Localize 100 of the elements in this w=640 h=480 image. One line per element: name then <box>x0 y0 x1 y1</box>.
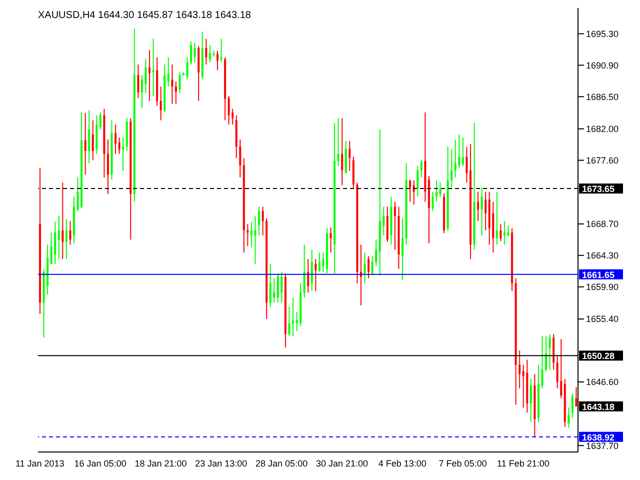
candlestick <box>137 64 140 99</box>
candlestick <box>462 136 464 167</box>
text: 1643.18 <box>582 402 615 412</box>
candlestick <box>160 86 162 121</box>
candlestick <box>337 118 340 167</box>
candlestick <box>148 50 151 102</box>
candlestick <box>466 146 468 183</box>
candlestick <box>375 239 378 267</box>
candlestick <box>269 263 272 308</box>
candlestick <box>288 306 290 337</box>
candlestick <box>194 42 196 63</box>
candlestick <box>65 218 68 260</box>
candlestick <box>273 278 276 304</box>
y-tick-label: 1659.90 <box>586 282 619 292</box>
candlestick <box>484 191 487 231</box>
candlestick <box>454 139 456 178</box>
candlestick <box>254 216 256 264</box>
chart-title: XAUUSD,H4 1644.30 1645.87 1643.18 1643.18 <box>38 10 251 21</box>
candlestick <box>62 182 64 260</box>
candlestick <box>239 139 242 178</box>
y-tick-label: 1664.30 <box>586 250 619 261</box>
candlestick <box>99 112 102 130</box>
candlestick <box>54 221 56 264</box>
candlestick <box>171 64 174 104</box>
candlestick <box>220 38 222 63</box>
candlestick <box>167 56 170 88</box>
candlestick <box>348 140 351 172</box>
candlestick <box>318 252 320 272</box>
ref-line-label: 1673.65 <box>582 184 615 194</box>
candlestick <box>50 232 52 264</box>
candlestick <box>530 378 532 422</box>
candlestick <box>364 252 366 284</box>
candlestick <box>106 139 109 194</box>
candlestick <box>341 118 344 186</box>
x-tick-label: 23 Jan 13:00 <box>195 458 248 468</box>
candlestick <box>186 56 188 80</box>
candlestick <box>420 159 422 178</box>
candlestick <box>518 350 521 389</box>
candlestick <box>458 134 460 169</box>
x-tick-label: 18 Jan 21:00 <box>134 458 187 468</box>
y-tick-label: 1695.30 <box>586 28 619 39</box>
x-tick-label: 30 Jan 21:00 <box>316 458 368 468</box>
candlestick <box>228 95 230 126</box>
candlestick <box>568 407 570 428</box>
ref-line-label: 1661.65 <box>582 270 615 280</box>
candlestick <box>144 58 147 94</box>
y-tick-label: 1677.60 <box>586 155 619 166</box>
candlestick <box>522 364 524 408</box>
candlestick <box>322 252 324 272</box>
candlestick <box>386 206 388 242</box>
y-tick-label: 1637.70 <box>586 440 619 451</box>
candlestick <box>310 249 313 292</box>
y-tick-label: 1655.40 <box>586 314 619 324</box>
candlestick <box>480 186 483 236</box>
candlestick <box>69 220 72 246</box>
candlestick <box>368 256 370 279</box>
candlestick <box>503 220 506 246</box>
candlestick <box>314 258 317 292</box>
candlestick <box>58 216 60 260</box>
candlestick <box>439 182 442 198</box>
y-tick-label: 1686.50 <box>586 92 619 102</box>
candlestick <box>280 271 283 304</box>
x-tick-label: 28 Jan 05:00 <box>256 458 308 468</box>
candlestick <box>262 206 264 236</box>
candlestick <box>205 38 208 65</box>
candlestick <box>432 191 434 212</box>
candlestick <box>416 166 419 198</box>
candlestick <box>178 72 181 94</box>
candlestick <box>190 41 192 65</box>
candlestick <box>545 336 548 372</box>
candlestick <box>88 110 90 164</box>
candlestick <box>500 223 502 242</box>
candlestick <box>450 148 453 188</box>
candlestick <box>507 224 510 238</box>
candlestick <box>571 392 574 418</box>
candlestick <box>402 218 404 281</box>
candlestick <box>560 338 562 399</box>
candlestick <box>216 50 218 71</box>
x-tick-label: 7 Feb 05:00 <box>438 458 487 468</box>
candlestick <box>122 136 124 172</box>
candlestick <box>92 120 94 161</box>
candlestick <box>84 112 86 176</box>
x-tick-label: 16 Jan 05:00 <box>74 458 126 468</box>
candlestick <box>152 38 154 96</box>
ref-line-label: 1638.92 <box>582 432 615 442</box>
x-tick-label: 11 Feb 21:00 <box>497 458 550 468</box>
candlestick <box>174 81 177 104</box>
candlestick <box>303 244 306 298</box>
candlestick <box>114 124 117 154</box>
ref-line-label: 1650.28 <box>582 351 615 362</box>
candlestick <box>575 386 578 407</box>
candlestick <box>118 136 120 154</box>
y-tick-label: 1646.60 <box>586 377 619 388</box>
candlestick <box>208 44 211 63</box>
x-tick-label: 4 Feb 13:00 <box>378 458 426 468</box>
candlestick <box>276 272 279 304</box>
candlestick <box>477 191 480 222</box>
candlestick <box>258 206 260 236</box>
candlestick <box>371 256 374 276</box>
candlestick <box>394 201 396 250</box>
